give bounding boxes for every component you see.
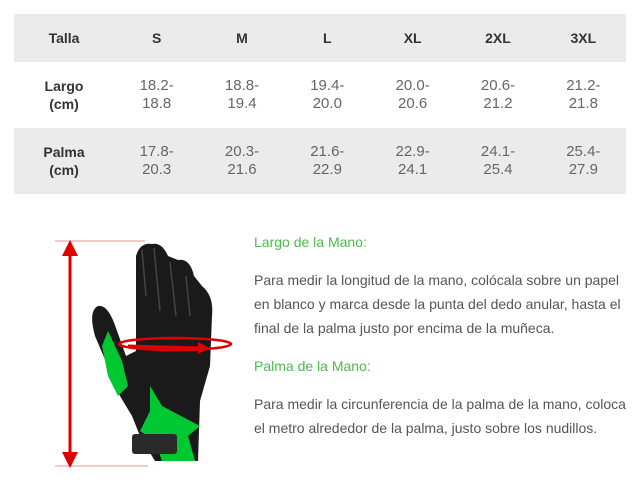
palma-title: Palma de la Mano:	[254, 358, 371, 374]
value-line: 18.2-	[139, 77, 174, 94]
header-row: Talla S M L XL 2XL 3XL	[14, 14, 626, 62]
header-xl: XL	[403, 30, 422, 46]
size-value: 20.6- 21.2	[455, 62, 540, 128]
value-line: 25.4-	[566, 143, 601, 160]
header-m: M	[236, 30, 248, 46]
row-label: Palma (cm)	[14, 128, 114, 194]
measurement-guide: Largo de la Mano: Para medir la longitud…	[254, 230, 634, 440]
value-line: 21.8	[568, 95, 598, 112]
table-row: Palma (cm) 17.8- 20.3 20.3- 21.6 21.6- 22.9 22.9…	[14, 128, 626, 194]
value-line: 22.9-	[395, 143, 430, 160]
size-value: 21.2- 21.8	[541, 62, 626, 128]
value-line: 21.6	[227, 161, 257, 178]
value-line: 20.3-	[224, 143, 260, 160]
row-label-line: Largo	[44, 78, 84, 94]
size-value: 22.9- 24.1	[370, 128, 455, 194]
size-value: 21.6- 22.9	[285, 128, 370, 194]
circumference-arrow-icon	[117, 336, 233, 354]
value-line: 21.2	[483, 95, 513, 112]
size-value: 18.2- 18.8	[114, 62, 199, 128]
value-line: 20.6-	[480, 77, 516, 94]
value-line: 27.9	[568, 161, 598, 178]
value-line: 19.4-	[310, 77, 345, 94]
header-3xl: 3XL	[570, 30, 597, 46]
largo-text: Para medir la longitud de la mano, colóc…	[254, 272, 621, 336]
value-line: 20.0-	[395, 77, 430, 94]
value-line: 18.8	[142, 95, 172, 112]
size-value: 19.4- 20.0	[285, 62, 370, 128]
value-line: 20.0	[312, 95, 342, 112]
header-talla: Talla	[48, 30, 80, 46]
size-value: 18.8- 19.4	[199, 62, 284, 128]
size-value: 17.8- 20.3	[114, 128, 199, 194]
value-line: 22.9	[312, 161, 342, 178]
size-value: 25.4- 27.9	[541, 128, 626, 194]
size-value: 24.1- 25.4	[455, 128, 540, 194]
header-l: L	[323, 30, 332, 46]
value-line: 24.1	[398, 161, 428, 178]
value-line: 18.8-	[224, 77, 260, 94]
value-line: 21.6-	[310, 143, 345, 160]
row-label-line: Palma	[43, 144, 85, 160]
size-value: 20.0- 20.6	[370, 62, 455, 128]
value-line: 17.8-	[139, 143, 174, 160]
value-line: 19.4	[227, 95, 257, 112]
row-label-line: (cm)	[49, 162, 79, 178]
value-line: 24.1-	[480, 143, 516, 160]
length-arrow-icon	[62, 240, 78, 468]
value-line: 25.4	[483, 161, 513, 178]
largo-title: Largo de la Mano:	[254, 234, 367, 250]
row-label-line: (cm)	[49, 96, 79, 112]
header-s: S	[151, 30, 162, 46]
table-row: Largo (cm) 18.2- 18.8 18.8- 19.4 19.4- 20.0 20.0…	[14, 62, 626, 128]
value-line: 20.6	[398, 95, 428, 112]
header-2xl: 2XL	[485, 30, 511, 46]
glove-icon	[92, 243, 213, 461]
value-line: 20.3	[142, 161, 172, 178]
glove-measure-illustration	[55, 240, 233, 468]
palma-text: Para medir la circunferencia de la palma…	[254, 396, 626, 436]
size-value: 20.3- 21.6	[199, 128, 284, 194]
row-label: Largo (cm)	[14, 62, 114, 128]
value-line: 21.2-	[566, 77, 601, 94]
size-table: Talla S M L XL 2XL 3XL Largo (cm) 18.2- 18.…	[14, 14, 626, 194]
